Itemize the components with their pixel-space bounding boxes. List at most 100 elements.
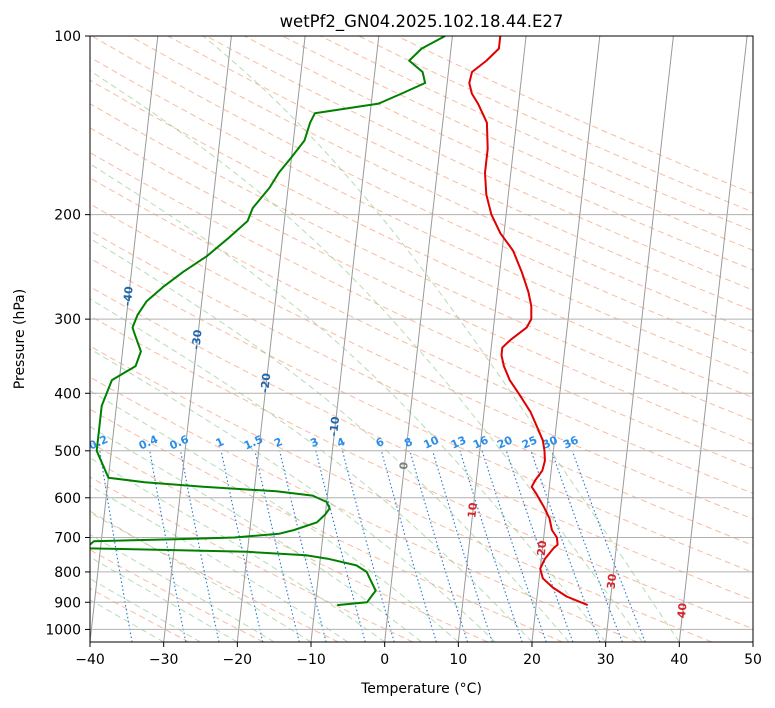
dry-adiabat [90, 177, 753, 494]
mixing-ratio-line [409, 450, 469, 642]
isotherm-line [605, 36, 674, 642]
moist-adiabat [90, 390, 459, 642]
isotherm-label: 0 [397, 461, 411, 470]
moist-adiabat [90, 70, 643, 642]
chart-title: wetPf2_GN04.2025.102.18.44.E27 [280, 12, 564, 32]
dry-adiabat [90, 442, 488, 642]
x-tick-label: −20 [223, 652, 253, 668]
dry-adiabat [90, 56, 753, 376]
isotherm-label: 40 [675, 602, 690, 619]
mixing-ratio-label: 36 [561, 433, 581, 451]
dry-adiabat [358, 36, 753, 213]
isotherm-line [457, 36, 527, 642]
dry-adiabat [90, 549, 264, 642]
dry-adiabat [90, 345, 712, 642]
dry-adiabat [90, 152, 753, 470]
mixing-ratio-line [432, 450, 493, 642]
isotherm-line [236, 36, 306, 642]
x-tick-label: −40 [75, 652, 105, 668]
dry-adiabat [90, 257, 753, 573]
mixing-ratio-line [459, 450, 523, 642]
mixing-ratio-label: 1 [214, 435, 226, 450]
x-tick-label: 10 [449, 652, 467, 668]
background-lines: -100-90-80-70-60-50-40-30-20-10010203040… [52, 36, 753, 642]
mixing-ratio-line [180, 450, 220, 642]
dry-adiabat [90, 203, 753, 520]
mixing-ratio-label: 13 [449, 434, 468, 452]
pressure-gridlines [90, 36, 753, 630]
mixing-ratio-line [550, 450, 623, 642]
isotherm-line [384, 36, 453, 642]
mixing-ratio-label: 30 [540, 433, 560, 451]
mixing-ratio-label: 4 [335, 435, 348, 450]
mixing-ratio-label: 25 [520, 434, 539, 452]
mixing-ratio-line [254, 450, 300, 642]
isotherm-label: -50 [52, 242, 67, 264]
y-tick-label: 300 [54, 312, 81, 328]
mixing-ratio-line [380, 450, 437, 642]
mixing-ratio-line [505, 450, 574, 642]
isotherm-label: -20 [258, 372, 273, 394]
mixing-ratio-label: 8 [402, 435, 414, 450]
dry-adiabat [91, 36, 753, 354]
isotherm-line [531, 36, 601, 642]
y-tick-label: 700 [54, 531, 81, 547]
x-tick-label: 0 [380, 652, 389, 668]
y-axis-ticks: 100 200 300 400 500 600 700 800 900 1000 [45, 29, 90, 638]
y-tick-label: 1000 [45, 622, 81, 638]
mixing-ratio-line [315, 450, 366, 642]
dewpoint-profile-line [90, 36, 446, 607]
moist-adiabat [90, 457, 385, 642]
dry-adiabat [167, 36, 753, 312]
y-tick-label: 500 [54, 444, 81, 460]
mixing-ratio-label: 2 [272, 435, 284, 450]
y-tick-label: 900 [54, 595, 81, 611]
mixing-ratio-label: 16 [471, 433, 491, 451]
y-axis-label: Pressure (hPa) [12, 289, 28, 389]
x-tick-label: 30 [597, 652, 615, 668]
dry-adiabat [90, 587, 190, 642]
moist-adiabat [90, 348, 496, 642]
mixing-ratio-label: 1.5 [242, 433, 265, 453]
isotherm-label: 30 [605, 573, 620, 590]
x-axis-label: Temperature (°C) [360, 681, 482, 697]
x-tick-label: −30 [149, 652, 179, 668]
y-tick-label: 200 [54, 208, 81, 224]
mixing-ratio-label: 20 [495, 433, 515, 451]
dry-adiabat [205, 36, 753, 291]
moist-adiabat [90, 578, 201, 642]
mixing-ratio-line [149, 450, 187, 642]
x-tick-label: 20 [523, 652, 541, 668]
mixing-ratio-line [279, 450, 327, 642]
isotherm-label: -40 [121, 285, 136, 307]
x-tick-label: −10 [296, 652, 326, 668]
mixing-ratio-line [220, 450, 264, 642]
temperature-profile-line [468, 36, 589, 607]
dry-adiabat [90, 315, 753, 630]
isotherm-line [163, 36, 232, 642]
y-tick-label: 600 [54, 491, 81, 507]
plot-frame [89, 35, 754, 643]
x-tick-label: 40 [670, 652, 688, 668]
moist-adiabat [90, 534, 275, 642]
mixing-ratio-label: 10 [422, 433, 442, 451]
moist-adiabat [202, 36, 680, 642]
isotherm-label: 20 [535, 540, 550, 557]
moist-adiabat [90, 556, 238, 642]
mixing-ratio-line [481, 450, 547, 642]
moist-adiabats [90, 36, 680, 642]
y-tick-label: 800 [54, 565, 81, 581]
x-tick-label: 50 [744, 652, 762, 668]
mixing-ratio-line [530, 450, 601, 642]
mixing-ratio-label: 0.4 [137, 433, 160, 453]
isotherm-line [90, 36, 159, 642]
dry-adiabat [90, 103, 753, 422]
isotherm-label: -10 [327, 416, 342, 438]
y-tick-label: 400 [54, 386, 81, 402]
isotherm-label: 10 [465, 502, 480, 519]
isotherm-label: -30 [189, 329, 204, 351]
profile-lines [90, 36, 589, 607]
dry-adiabat [90, 408, 563, 642]
